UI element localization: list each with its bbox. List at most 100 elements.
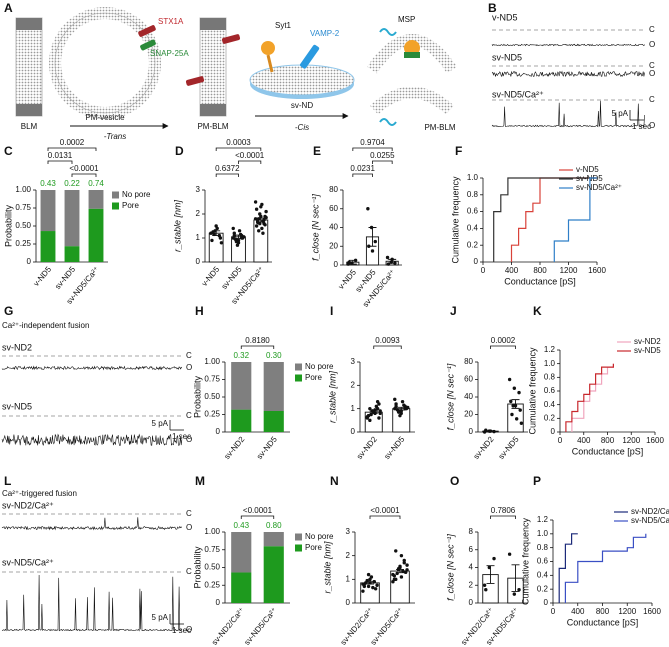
- current-trace: [1, 365, 183, 371]
- x-tick-label: sv-ND2/Ca²⁺: [210, 606, 246, 647]
- data-point: [378, 409, 382, 413]
- scale-label: 5 pA: [152, 419, 169, 428]
- step-line: [493, 177, 597, 262]
- label: BLM: [21, 122, 38, 131]
- data-point: [366, 207, 370, 211]
- error-bar: [486, 430, 495, 433]
- y-tick-label: 0: [351, 427, 356, 436]
- y-tick-label: 1.0: [537, 529, 549, 538]
- label: VAMP-2: [310, 29, 340, 38]
- x-tick-label: sv-ND2: [355, 434, 379, 461]
- data-point: [518, 408, 522, 412]
- scale-label: 1 sec: [172, 432, 191, 441]
- data-point: [361, 589, 365, 593]
- x-axis-label: Conductance [pS]: [572, 446, 644, 456]
- label: PM-BLM: [197, 122, 228, 131]
- y-axis-label: r_stable [nm]: [322, 541, 332, 594]
- label: STX1A: [158, 17, 184, 26]
- panel-letter: D: [175, 144, 184, 158]
- trace-title: Ca²⁺-independent fusion: [2, 321, 89, 330]
- y-axis-label: Cumulative frequency: [520, 517, 530, 605]
- data-point: [371, 585, 375, 590]
- legend-swatch: [112, 191, 119, 199]
- data-point: [254, 224, 259, 228]
- data-point: [394, 549, 398, 553]
- closed-label: C: [186, 411, 192, 420]
- x-tick-label: sv-ND5: [382, 434, 406, 461]
- significance-bracket: [352, 147, 393, 151]
- x-tick-label: v-ND5: [200, 264, 222, 288]
- y-tick-label: 0: [551, 427, 556, 436]
- y-axis-label: Probability: [192, 546, 202, 589]
- trace-label: v-ND5: [492, 12, 518, 22]
- blm-cap: [200, 18, 226, 30]
- step-line: [510, 177, 597, 262]
- legend-swatch: [295, 533, 302, 541]
- bar-segment: [263, 411, 284, 432]
- panel-letter: J: [450, 304, 457, 318]
- data-point: [399, 575, 404, 579]
- step-line: [564, 533, 647, 603]
- panel-letter: K: [533, 304, 542, 318]
- y-tick-label: 1.0: [467, 173, 479, 182]
- data-point: [238, 232, 243, 237]
- data-point: [374, 404, 379, 409]
- y-tick-label: 0.2: [544, 413, 556, 422]
- error-bar: [234, 234, 243, 239]
- trace-label: sv-ND5/Ca²⁺: [492, 89, 544, 99]
- data-point: [398, 413, 402, 418]
- x-tick-label: 800: [601, 436, 615, 445]
- data-point: [401, 569, 405, 573]
- data-point: [373, 239, 377, 244]
- p-value: 0.6372: [215, 164, 240, 173]
- data-point: [406, 405, 410, 410]
- panel-letter: H: [195, 304, 204, 318]
- syt1-stem: [266, 54, 274, 73]
- data-point: [514, 417, 519, 421]
- nanodisc-top: [249, 64, 355, 96]
- pm-blm: [199, 17, 227, 117]
- closed-label: C: [186, 567, 192, 576]
- x-tick-label: 1200: [618, 607, 636, 616]
- bar-segment: [263, 362, 284, 411]
- data-point: [402, 403, 406, 407]
- open-label: O: [186, 625, 192, 634]
- y-tick-label: 0: [216, 598, 221, 607]
- x-tick-label: 400: [505, 266, 519, 275]
- open-label: O: [649, 69, 655, 78]
- significance-bracket: [372, 160, 393, 164]
- error-bar: [256, 217, 265, 223]
- y-tick-label: 60: [329, 204, 338, 213]
- data-point: [403, 406, 407, 411]
- y-tick-label: 1.00: [204, 527, 220, 536]
- bar-segment: [263, 546, 284, 603]
- significance-bracket: [352, 173, 373, 177]
- data-point: [370, 249, 375, 253]
- step-line: [571, 363, 614, 432]
- open-label: O: [186, 435, 192, 444]
- legend-label: No pore: [305, 532, 334, 541]
- data-point: [395, 571, 399, 576]
- vesicle-edge: [54, 12, 156, 114]
- data-point: [368, 418, 372, 423]
- bar-segment: [88, 190, 104, 209]
- y-tick-label: 40: [464, 392, 473, 401]
- data-point: [239, 236, 244, 240]
- panel-letter: E: [313, 144, 321, 158]
- p-value: 0.9704: [360, 138, 385, 147]
- x-tick-label: 400: [577, 436, 591, 445]
- bar-segment: [231, 532, 252, 573]
- current-trace: [1, 433, 183, 446]
- data-point: [373, 587, 378, 591]
- data-point: [237, 229, 242, 233]
- legend-label: sv-ND5/Ca²⁺: [576, 183, 622, 192]
- current-trace: [491, 43, 645, 47]
- x-tick-label: sv-ND5: [497, 434, 521, 461]
- significance-bracket: [369, 515, 401, 519]
- label: -Trans: [104, 132, 127, 141]
- trace-title: Ca²⁺-triggered fusion: [2, 489, 77, 498]
- significance-bracket: [47, 160, 73, 164]
- legend-label: sv-ND5/Ca²⁺: [631, 516, 669, 525]
- data-point: [393, 397, 397, 402]
- y-tick-label: 0: [27, 257, 32, 266]
